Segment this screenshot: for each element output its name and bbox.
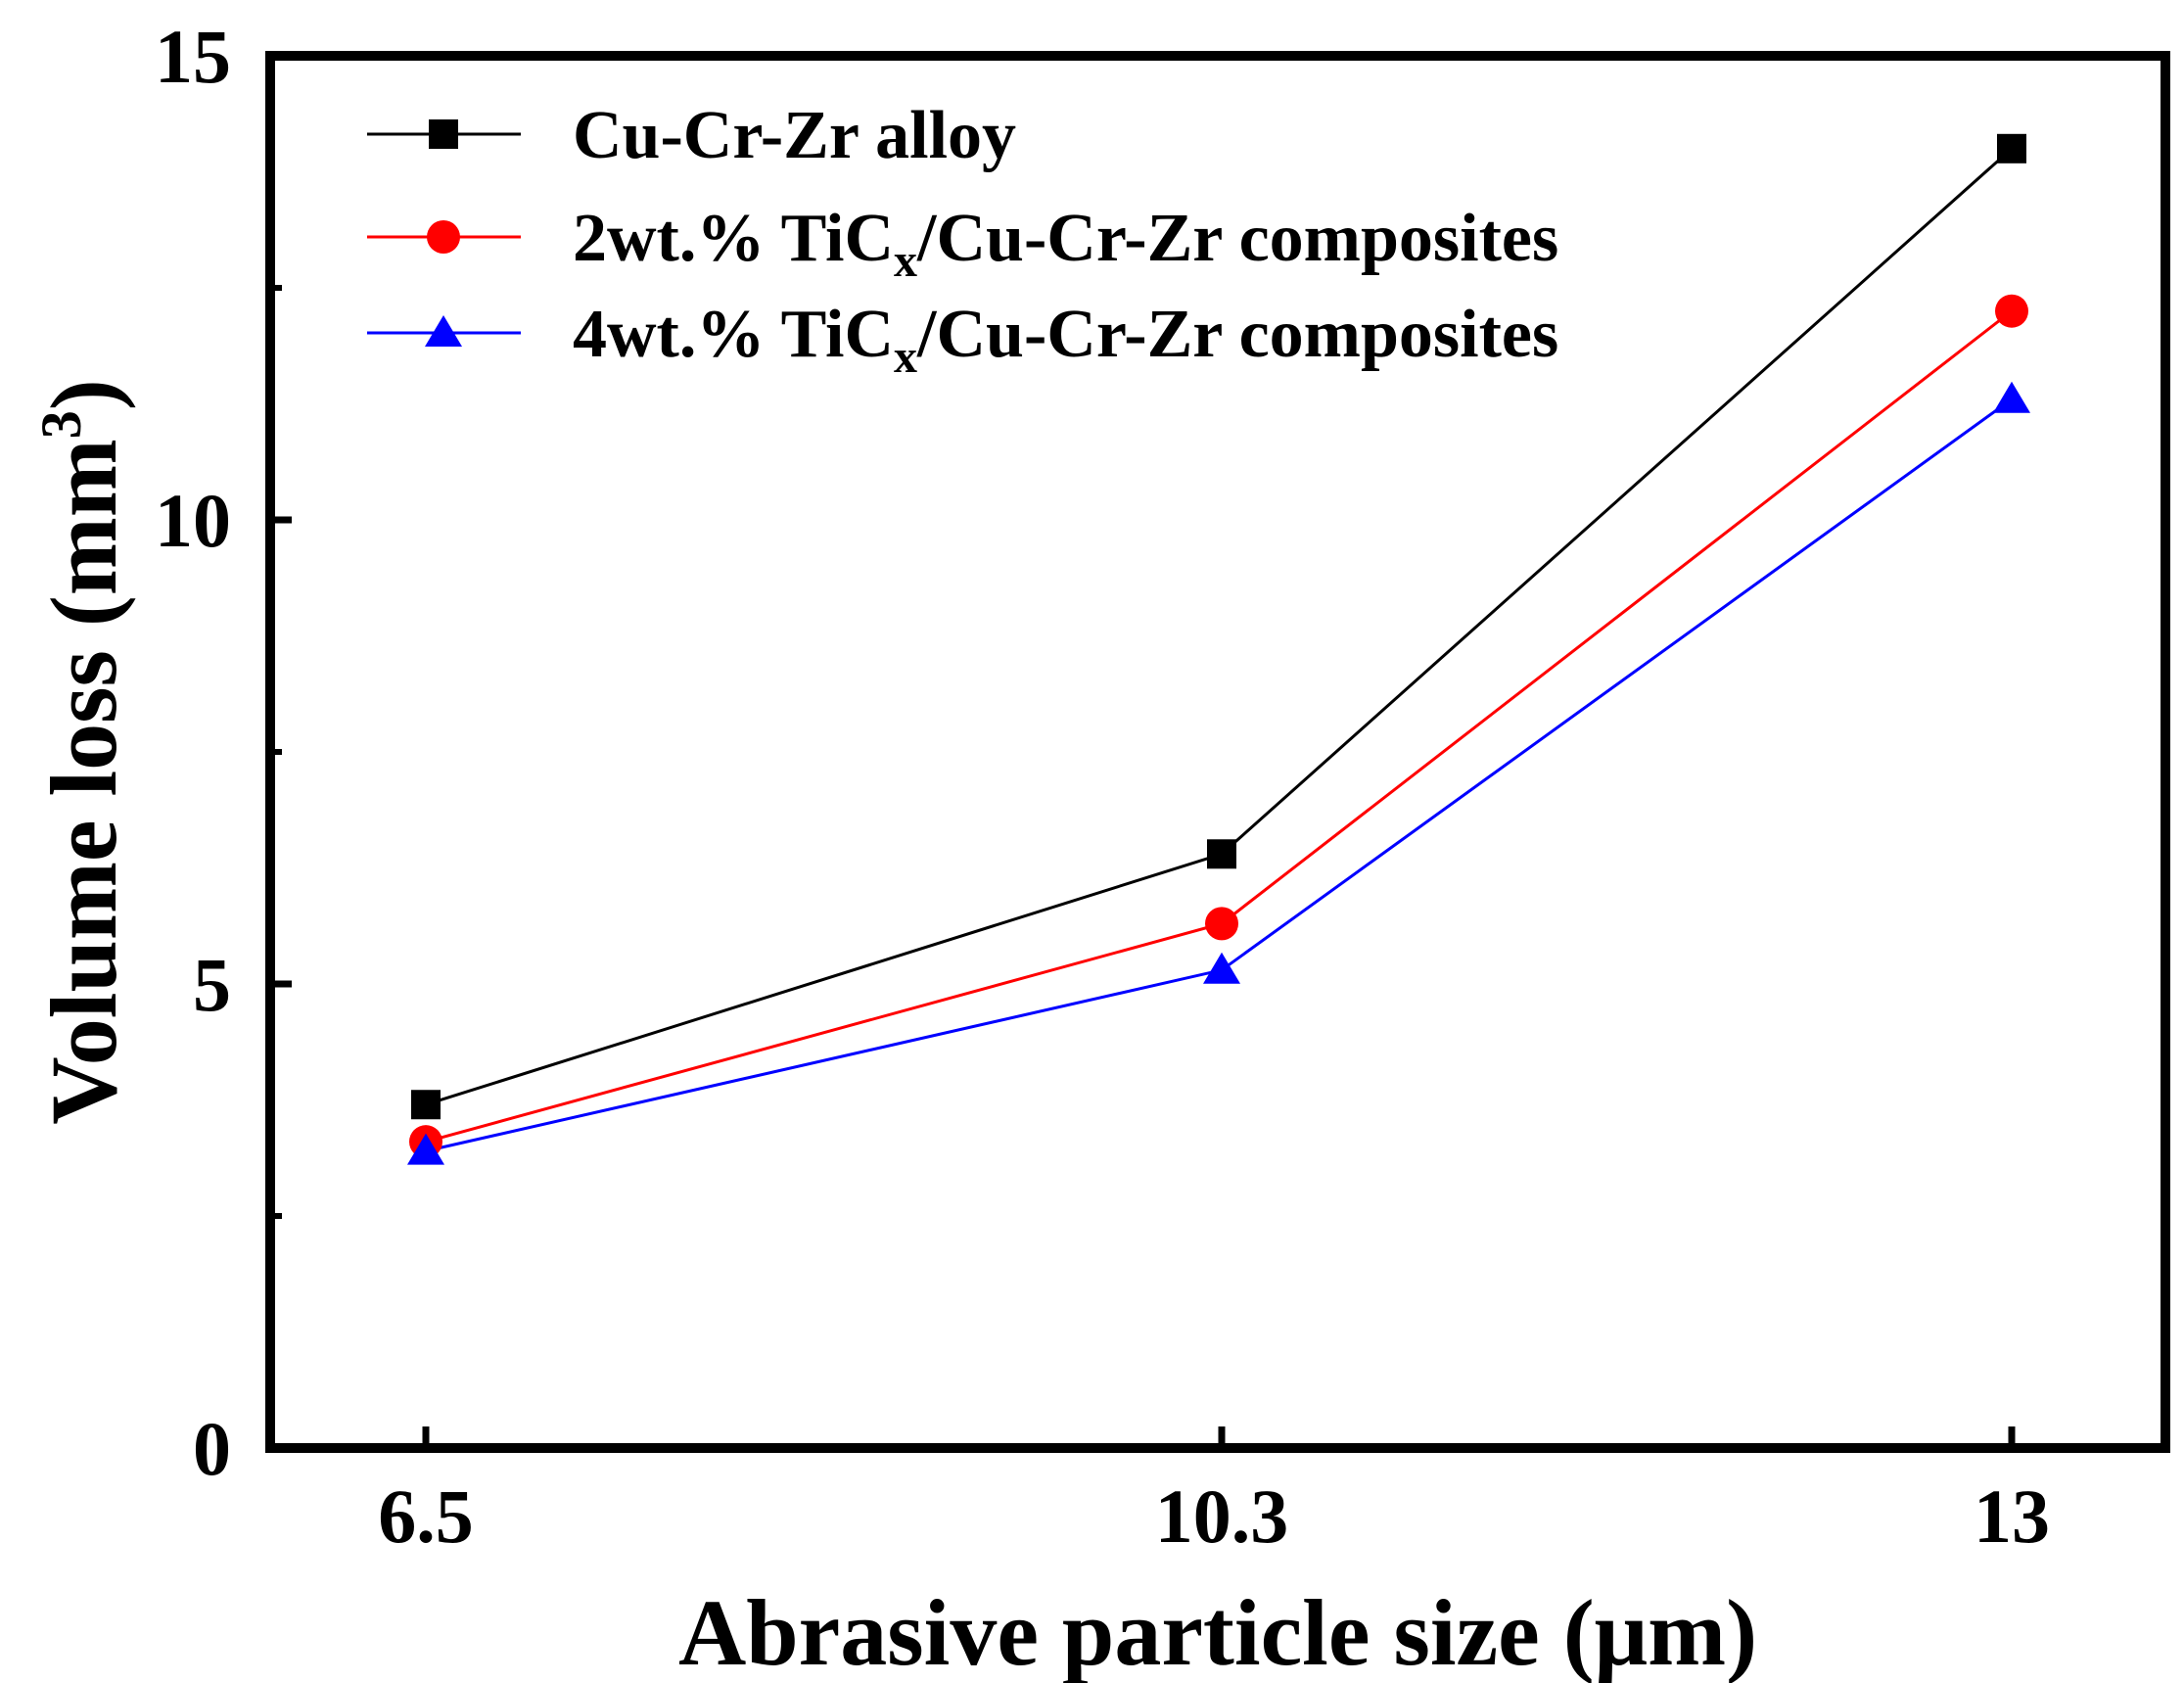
- data-point-series-3: [1993, 381, 2030, 413]
- legend-label-2: 2wt.% TiCx/Cu-Cr-Zr composites: [573, 201, 1558, 287]
- y-tick-label: 5: [193, 942, 231, 1027]
- x-tick-label: 10.3: [1155, 1473, 1289, 1559]
- data-point-series-3: [1203, 952, 1240, 984]
- x-axis-title: Abrasive particle size (μm): [678, 1580, 1757, 1683]
- data-point-series-2: [1205, 907, 1238, 941]
- y-axis-title-end: ): [31, 379, 136, 410]
- data-point-series-2: [1995, 294, 2028, 328]
- data-point-series-1: [1997, 133, 2026, 164]
- legend-marker-3: [425, 315, 462, 347]
- legend-label-1: Cu-Cr-Zr alloy: [573, 98, 1016, 173]
- y-axis-title-superscript: 3: [29, 410, 93, 439]
- y-tick-label: 10: [155, 478, 231, 563]
- x-tick-label: 6.5: [378, 1473, 474, 1559]
- series-markers: [407, 133, 2030, 1165]
- data-point-series-3: [407, 1133, 444, 1165]
- series-line-2: [425, 309, 2013, 1144]
- y-tick-label: 0: [193, 1406, 231, 1491]
- x-tick-labels: 6.5 10.3 13: [378, 1473, 2050, 1559]
- x-tick-label: 13: [1974, 1473, 2050, 1559]
- legend-marker-2: [427, 220, 460, 254]
- y-tick-labels: 0 5 10 15: [155, 14, 231, 1491]
- legend-label-3: 4wt.% TiCx/Cu-Cr-Zr composites: [573, 297, 1558, 383]
- legend-marker-1: [429, 119, 458, 149]
- y-axis-title: Volume loss (mm3): [29, 379, 136, 1124]
- y-axis-title-main: Volume loss (mm: [31, 439, 136, 1124]
- axis-ticks: [270, 52, 2016, 1452]
- data-point-series-1: [1207, 839, 1236, 869]
- data-point-series-1: [411, 1090, 441, 1120]
- y-tick-label: 15: [155, 14, 231, 99]
- legend: Cu-Cr-Zr alloy 2wt.% TiCx/Cu-Cr-Zr compos…: [367, 98, 1558, 383]
- series-line-3: [425, 397, 2013, 1153]
